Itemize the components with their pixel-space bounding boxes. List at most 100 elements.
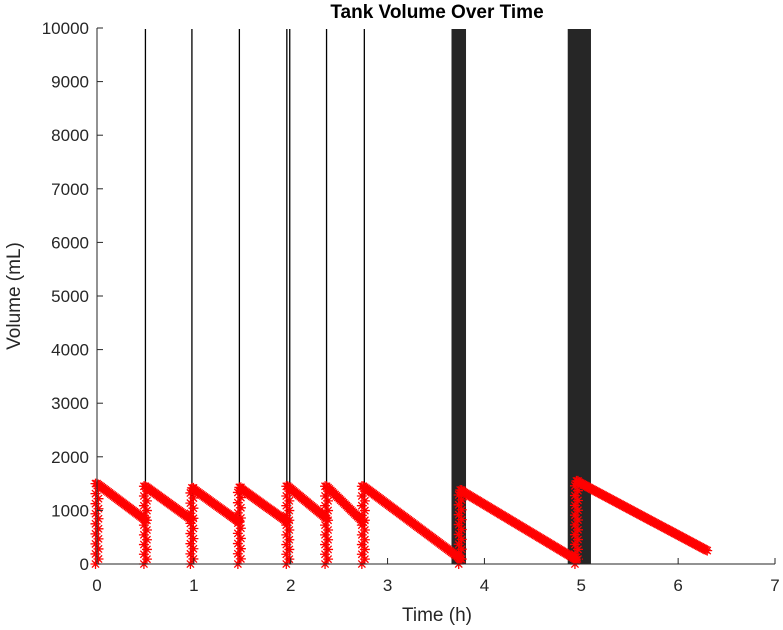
data-point [188, 503, 199, 514]
x-tick-label: 5 [577, 576, 586, 595]
y-tick-label: 0 [80, 555, 89, 574]
data-point [90, 538, 101, 549]
x-ticks: 0 1 2 3 4 5 6 7 [92, 558, 780, 595]
refill-markers-0 [90, 478, 104, 569]
data-point [90, 548, 101, 559]
refill-markers-2 [185, 482, 199, 569]
data-point [93, 533, 104, 544]
data-point [93, 503, 104, 514]
axes [96, 28, 775, 565]
data-point [453, 549, 464, 560]
data-point [323, 554, 334, 565]
data-point [188, 523, 199, 534]
refill-markers-6 [356, 481, 370, 569]
data-point [323, 524, 334, 535]
data-point [281, 539, 292, 550]
data-point [320, 481, 331, 492]
data-point [188, 513, 199, 524]
x-tick-label: 0 [92, 576, 101, 595]
data-point [453, 489, 464, 500]
data-point [232, 518, 243, 529]
data-point [456, 504, 467, 515]
data-point [572, 554, 583, 565]
series-segment-7 [455, 485, 582, 565]
data-point [138, 529, 149, 540]
data-point [93, 523, 104, 534]
data-point [320, 520, 331, 531]
data-point [456, 524, 467, 535]
data-point [235, 533, 246, 544]
data-point [141, 486, 152, 497]
refill-markers-4 [281, 481, 295, 569]
refill-markers-3 [232, 482, 246, 569]
data-point [138, 520, 149, 531]
fill-event-band-8 [567, 29, 591, 564]
volume-series [90, 475, 713, 569]
data-point [90, 498, 101, 509]
data-point [569, 549, 580, 560]
data-point [284, 544, 295, 555]
data-point [284, 486, 295, 497]
data-point [359, 534, 370, 545]
data-point [569, 529, 580, 540]
data-point [232, 548, 243, 559]
data-point [232, 497, 243, 508]
data-point [356, 520, 367, 531]
data-point [702, 545, 713, 556]
data-point [569, 480, 580, 491]
data-point [356, 529, 367, 540]
data-point [138, 539, 149, 550]
data-point [185, 498, 196, 509]
data-point [138, 490, 149, 501]
data-point [138, 549, 149, 560]
x-tick-label: 6 [673, 576, 682, 595]
data-point [453, 509, 464, 520]
data-point [141, 554, 152, 565]
y-tick-label: 6000 [51, 233, 89, 252]
data-point [90, 488, 101, 499]
data-point [185, 538, 196, 549]
x-tick-label: 1 [189, 576, 198, 595]
data-point [141, 524, 152, 535]
data-point [284, 505, 295, 516]
data-point [359, 495, 370, 506]
series-segment-6 [358, 481, 466, 564]
data-point [188, 533, 199, 544]
y-ticks: 0 1000 2000 3000 4000 5000 6000 7000 8000 9000 100… [42, 19, 103, 574]
data-point [141, 495, 152, 506]
data-point [284, 495, 295, 506]
data-point [456, 544, 467, 555]
data-point [323, 486, 334, 497]
data-point [572, 475, 583, 486]
data-point [232, 487, 243, 498]
data-point [456, 494, 467, 505]
data-point [323, 534, 334, 545]
data-point [320, 510, 331, 521]
data-point [281, 510, 292, 521]
refill-markers-1 [138, 481, 152, 569]
data-point [572, 524, 583, 535]
data-point [323, 515, 334, 526]
data-point [453, 529, 464, 540]
data-point [281, 529, 292, 540]
data-point [453, 499, 464, 510]
data-point [569, 510, 580, 521]
data-point [572, 505, 583, 516]
data-point [359, 524, 370, 535]
data-point [138, 481, 149, 492]
data-point [572, 495, 583, 506]
data-point [141, 544, 152, 555]
data-point [456, 554, 467, 565]
data-point [235, 543, 246, 554]
data-point [356, 549, 367, 560]
data-point [185, 508, 196, 519]
data-point [323, 544, 334, 555]
data-point [185, 487, 196, 498]
refill-markers-5 [320, 481, 334, 569]
data-point [320, 549, 331, 560]
y-axis-label: Volume (mL) [4, 242, 25, 350]
data-point [281, 500, 292, 511]
data-point [90, 478, 101, 489]
data-point [320, 500, 331, 511]
